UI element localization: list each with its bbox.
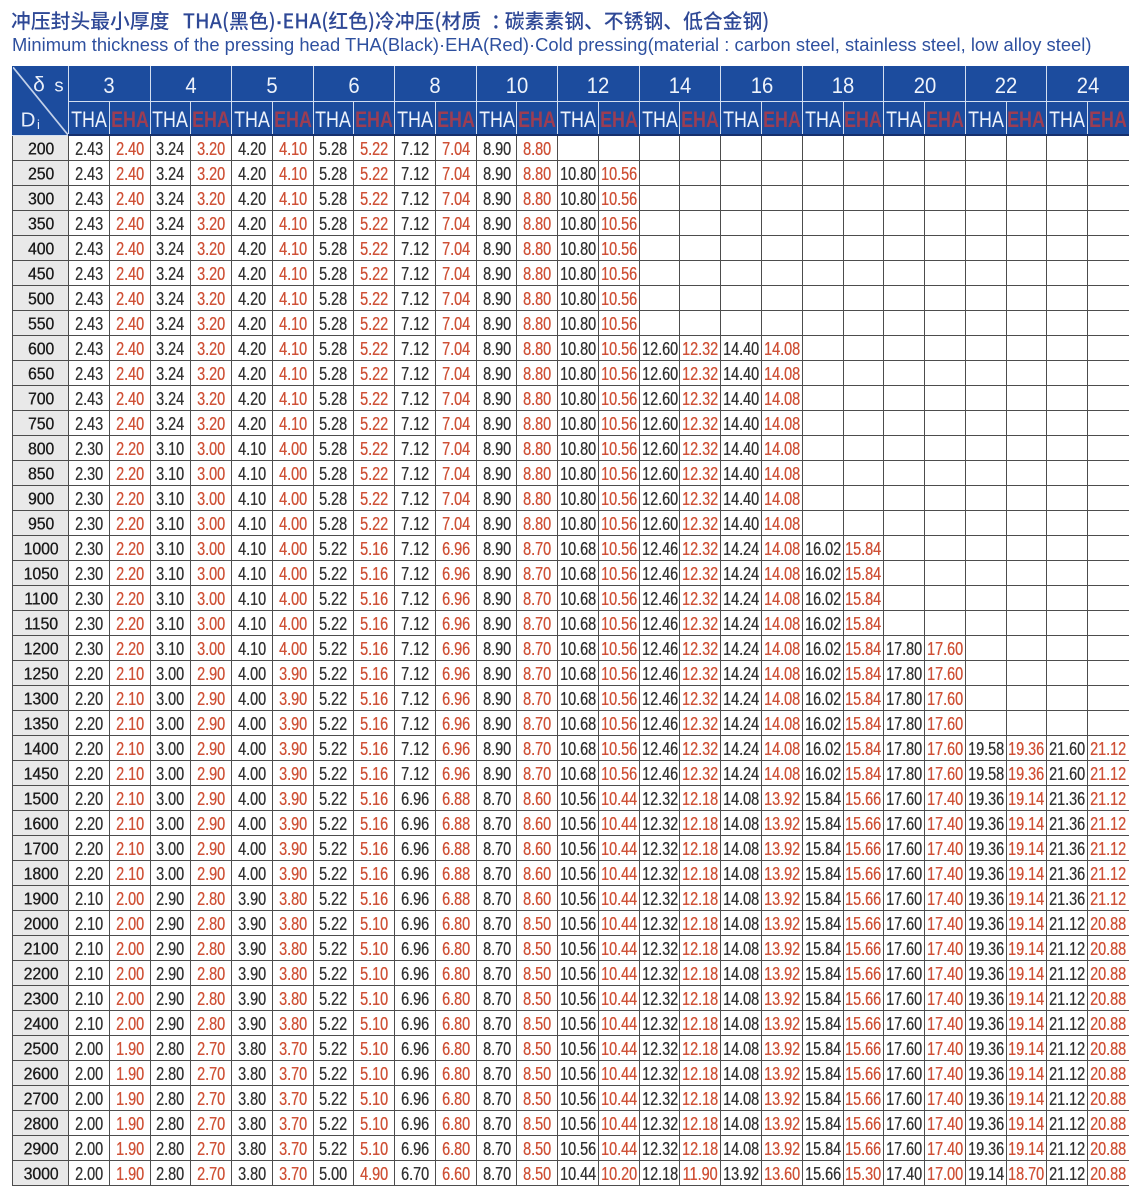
svg-text:D: D (21, 109, 36, 132)
svg-text:δ: δ (33, 74, 45, 97)
svg-text:i: i (37, 117, 40, 132)
svg-text:s: s (54, 75, 63, 96)
